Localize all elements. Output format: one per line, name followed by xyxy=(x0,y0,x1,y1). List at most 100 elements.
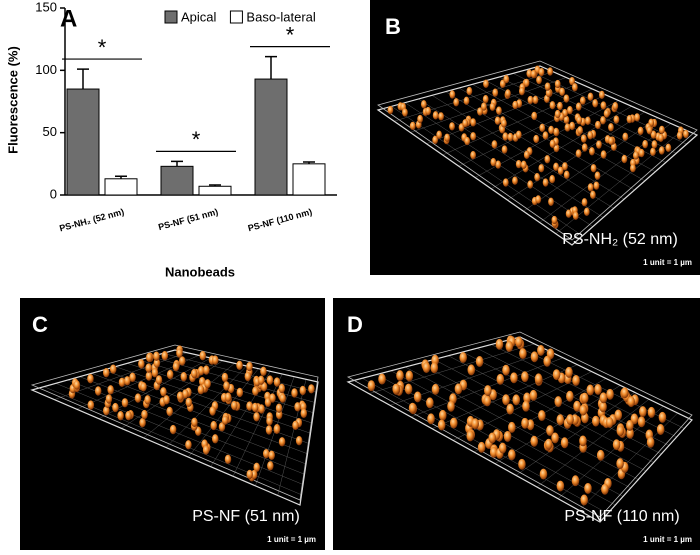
bead xyxy=(166,369,174,380)
bead xyxy=(551,215,558,225)
bead xyxy=(420,100,427,109)
bead xyxy=(246,401,253,411)
bead xyxy=(246,469,253,480)
bead xyxy=(553,127,560,137)
bead xyxy=(567,106,573,115)
bead xyxy=(566,414,574,426)
bead xyxy=(199,350,206,361)
bead xyxy=(105,394,113,404)
bead xyxy=(554,109,561,119)
bead xyxy=(463,96,470,105)
bead xyxy=(464,136,471,146)
bead xyxy=(565,366,573,378)
bead xyxy=(121,398,129,408)
legend-label: Apical xyxy=(181,9,217,24)
bead xyxy=(221,372,229,383)
bead xyxy=(275,403,283,413)
panel-label: A xyxy=(60,5,77,32)
bead xyxy=(545,88,552,98)
bead xyxy=(278,437,286,447)
bead xyxy=(535,195,542,204)
bead xyxy=(538,67,545,77)
bead xyxy=(560,437,569,449)
bead xyxy=(656,424,665,435)
bead xyxy=(536,75,542,85)
bead xyxy=(488,432,497,444)
bead xyxy=(548,125,555,135)
bar xyxy=(254,78,288,196)
caption: PS-NF (51 nm) xyxy=(192,508,300,525)
bead xyxy=(590,190,596,199)
bead xyxy=(616,425,625,437)
bead xyxy=(477,107,483,116)
bead xyxy=(431,383,440,395)
bead xyxy=(253,462,260,473)
bead xyxy=(292,420,299,431)
scale-note: 1 unit = 1 µm xyxy=(643,258,692,267)
bead xyxy=(637,126,644,136)
bead xyxy=(153,351,160,361)
bead xyxy=(462,119,469,128)
bead xyxy=(169,424,177,435)
bead xyxy=(575,149,582,158)
bead xyxy=(502,394,510,406)
panel-label: D xyxy=(347,312,363,337)
bead xyxy=(378,373,386,385)
bar xyxy=(66,88,100,196)
bead xyxy=(542,178,549,187)
bead xyxy=(166,406,173,417)
bead xyxy=(269,393,276,403)
bead xyxy=(551,432,559,444)
bead xyxy=(569,76,575,86)
bead xyxy=(658,411,667,423)
bead xyxy=(544,155,551,164)
bead xyxy=(559,87,565,96)
bead xyxy=(589,147,595,156)
bead xyxy=(515,130,522,139)
bead xyxy=(182,389,189,399)
bead xyxy=(107,385,114,395)
bead xyxy=(537,344,545,356)
bead xyxy=(197,366,205,376)
bead xyxy=(523,78,530,88)
bead xyxy=(621,387,629,399)
bead xyxy=(506,403,514,415)
bead xyxy=(556,480,565,492)
bead xyxy=(651,140,658,149)
bead xyxy=(546,425,554,437)
bead xyxy=(539,123,546,133)
bead xyxy=(392,383,400,395)
bead xyxy=(204,379,211,389)
bead xyxy=(477,441,486,453)
bead xyxy=(544,82,551,91)
bead xyxy=(647,406,656,418)
bead xyxy=(367,380,376,392)
bead xyxy=(231,400,238,411)
frame xyxy=(346,336,693,523)
bead xyxy=(529,389,538,401)
bead xyxy=(554,396,563,408)
bead xyxy=(539,468,548,480)
bead xyxy=(266,375,274,385)
bead xyxy=(396,370,404,382)
caption: PS-NF (110 nm) xyxy=(564,508,679,525)
bead xyxy=(581,143,588,152)
bead xyxy=(438,112,444,121)
bead xyxy=(519,87,525,96)
bead xyxy=(518,458,526,470)
bead xyxy=(587,131,594,140)
bead xyxy=(467,364,476,376)
bead xyxy=(140,382,147,392)
bead xyxy=(483,395,492,407)
bead xyxy=(492,88,499,97)
bead xyxy=(599,401,607,413)
bead xyxy=(563,94,570,103)
bead xyxy=(273,424,281,434)
bead xyxy=(565,209,572,218)
bead xyxy=(564,123,571,132)
bead xyxy=(185,440,192,450)
error-bar xyxy=(171,160,183,167)
bead xyxy=(520,160,527,169)
bead xyxy=(572,375,580,386)
bead xyxy=(601,483,609,495)
